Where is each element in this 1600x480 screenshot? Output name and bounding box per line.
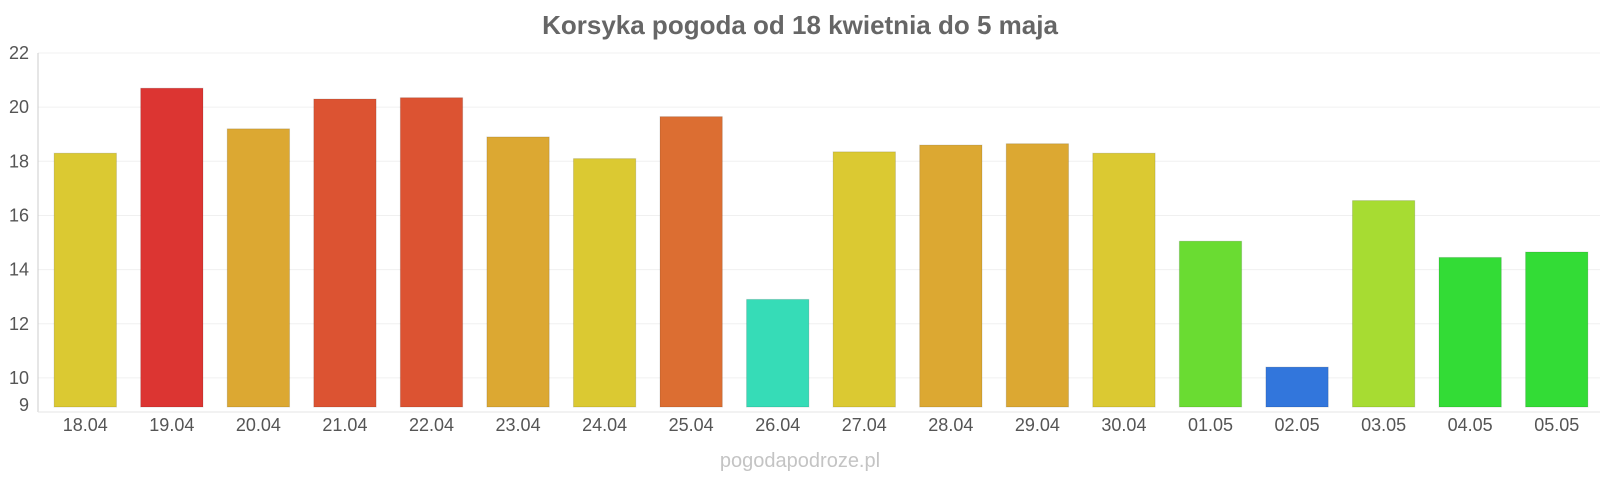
x-tick-label: 22.04 — [409, 415, 454, 435]
x-tick-label: 03.05 — [1361, 415, 1406, 435]
x-tick-label: 04.05 — [1448, 415, 1493, 435]
x-tick-label: 24.04 — [582, 415, 627, 435]
bar-01-05 — [1178, 240, 1243, 408]
bar-24-04 — [572, 158, 637, 408]
x-tick-label: 21.04 — [322, 415, 367, 435]
bar-23-04 — [486, 136, 550, 408]
y-tick-label: 9 — [19, 395, 29, 415]
bar-21-04 — [313, 98, 377, 408]
x-tick-label: 29.04 — [1015, 415, 1060, 435]
bar-25-04 — [659, 116, 723, 408]
bar-28-04 — [919, 144, 983, 408]
x-tick-label: 19.04 — [149, 415, 194, 435]
x-tick-label: 26.04 — [755, 415, 800, 435]
x-tick-label: 02.05 — [1275, 415, 1320, 435]
bar-22-04 — [399, 97, 464, 408]
bar-02-05 — [1265, 366, 1329, 408]
y-tick-label: 20 — [9, 97, 29, 117]
bar-19-04 — [140, 87, 204, 408]
x-tick-label: 05.05 — [1534, 415, 1579, 435]
bar-18-04 — [53, 152, 117, 408]
y-tick-label: 16 — [9, 205, 29, 225]
x-tick-label: 23.04 — [496, 415, 541, 435]
y-tick-label: 22 — [9, 43, 29, 63]
y-tick-label: 10 — [9, 368, 29, 388]
bar-30-04 — [1092, 152, 1156, 408]
x-tick-label: 01.05 — [1188, 415, 1233, 435]
x-tick-label: 25.04 — [669, 415, 714, 435]
y-tick-label: 14 — [9, 260, 29, 280]
bar-20-04 — [226, 128, 291, 408]
bar-04-05 — [1438, 256, 1502, 408]
bar-26-04 — [746, 298, 810, 408]
x-tick-label: 30.04 — [1101, 415, 1146, 435]
x-tick-label: 28.04 — [928, 415, 973, 435]
watermark: pogodapodroze.pl — [719, 450, 881, 472]
bar-05-05 — [1525, 251, 1589, 408]
bar-29-04 — [1005, 143, 1070, 408]
x-tick-label: 18.04 — [63, 415, 108, 435]
chart-title: Korsyka pogoda od 18 kwietnia do 5 maja — [542, 10, 1058, 40]
x-tick-label: 20.04 — [236, 415, 281, 435]
bar-03-05 — [1351, 200, 1416, 408]
bar-27-04 — [832, 151, 896, 408]
y-tick-label: 18 — [9, 151, 29, 171]
y-tick-label: 12 — [9, 314, 29, 334]
x-tick-label: 27.04 — [842, 415, 887, 435]
